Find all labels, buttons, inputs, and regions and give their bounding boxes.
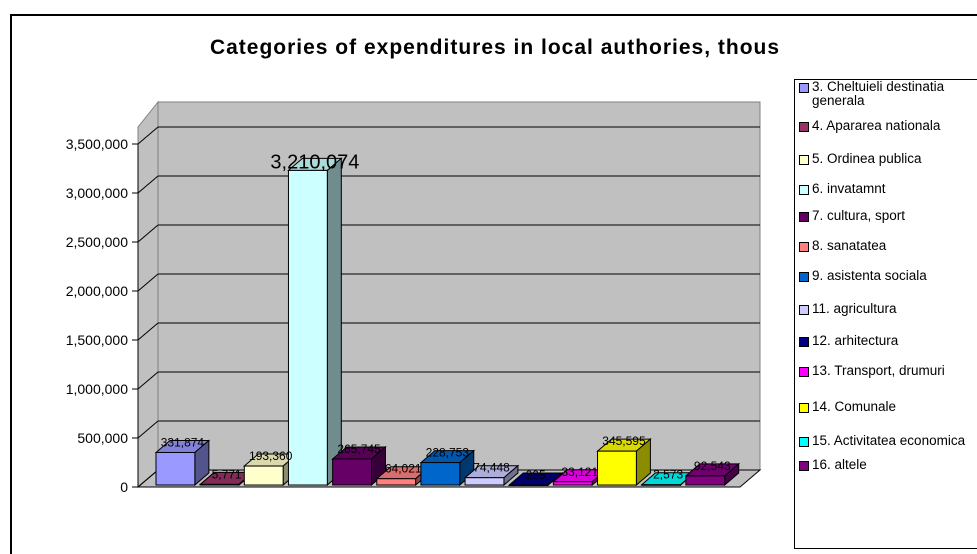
data-label: 228,753 [426, 446, 470, 460]
y-tick-label: 2,000,000 [66, 283, 128, 299]
legend-swatch [799, 122, 809, 132]
legend-swatch [799, 403, 809, 413]
gridline-side [137, 224, 159, 243]
legend-label: 3. Cheltuieli destinatia generala [812, 79, 945, 108]
legend-swatch [799, 461, 809, 471]
data-label: 2,573 [653, 468, 683, 482]
legend-entry: 14. Comunale [799, 400, 977, 414]
legend-swatch [799, 242, 809, 252]
legend-label: 15. Activitatea economica [812, 433, 966, 448]
legend-swatch [799, 185, 809, 195]
legend-label: 11. agricultura [812, 301, 897, 316]
legend-entry: 11. agricultura [799, 302, 977, 316]
legend-swatch [799, 437, 809, 447]
data-label: 92,543 [694, 459, 731, 473]
y-tick-label: 0 [120, 479, 128, 495]
legend-swatch [799, 155, 809, 165]
legend-label: 8. sanatatea [812, 238, 887, 253]
data-label: 33,121 [561, 465, 598, 479]
bar-front [597, 450, 637, 486]
legend-entry: 6. invatamnt [799, 182, 977, 196]
legend-swatch [799, 337, 809, 347]
legend-label: 4. Apararea nationala [812, 118, 941, 133]
back-wall [157, 101, 761, 471]
bar [331, 445, 387, 487]
bar-front [199, 483, 240, 486]
legend: 3. Cheltuieli destinatia generala 4. Apar… [794, 79, 977, 549]
plot-area: 0 500,000 1,000,000 1,500,000 2,000,000 2,500… [66, 100, 762, 495]
data-label: 295 [526, 468, 546, 482]
bar [463, 464, 520, 487]
legend-entry: 9. asistenta sociala [799, 269, 977, 283]
bar [419, 449, 476, 487]
gridline-side [137, 322, 159, 341]
bar-front [243, 465, 284, 486]
bar [684, 462, 741, 487]
y-tick-label: 2,500,000 [66, 234, 128, 250]
legend-label: 16. altele [812, 457, 867, 472]
data-label: 265,745 [337, 442, 381, 456]
bar [154, 439, 211, 487]
data-label: 74,448 [473, 461, 510, 475]
legend-swatch [799, 83, 809, 93]
gridline-side [137, 420, 159, 439]
gridline-side [137, 273, 159, 292]
legend-swatch [799, 367, 809, 377]
chart-frame [10, 14, 977, 554]
gridline-side [137, 175, 159, 194]
legend-swatch [799, 305, 809, 315]
y-tick-label: 1,000,000 [66, 381, 128, 397]
y-tick-label: 3,500,000 [66, 136, 128, 152]
legend-entry: 8. sanatatea [799, 239, 977, 253]
legend-entry: 5. Ordinea publica [799, 152, 977, 166]
y-tick-label: 500,000 [77, 430, 128, 446]
bar-front [287, 169, 328, 486]
bar-front [376, 478, 417, 486]
legend-swatch [799, 212, 809, 222]
legend-label: 6. invatamnt [812, 181, 886, 196]
data-label: 331,874 [161, 435, 205, 449]
legend-entry: 16. altele [799, 458, 977, 472]
bar [640, 471, 696, 487]
legend-label: 7. cultura, sport [812, 208, 906, 223]
bar-front [464, 477, 505, 486]
bar [287, 157, 343, 487]
bar-front [552, 481, 593, 486]
chart-title: Categories of expenditures in local auth… [210, 36, 780, 59]
bar-front [685, 475, 726, 486]
bar-side [326, 157, 342, 487]
legend-label: 14. Comunale [812, 399, 897, 414]
bar-front [420, 462, 461, 486]
data-label: 5,771 [212, 467, 242, 481]
legend-entry: 3. Cheltuieli destinatia generala [799, 80, 977, 108]
gridline-side [137, 126, 159, 145]
legend-entry: 12. arhitectura [799, 334, 977, 348]
legend-label: 5. Ordinea publica [812, 151, 922, 166]
bar [596, 438, 652, 487]
gridline-side [137, 371, 159, 390]
legend-entry: 4. Apararea nationala [799, 119, 977, 133]
bar [507, 471, 564, 487]
legend-entry: 13. Transport, drumuri [799, 364, 977, 378]
gridline-side [137, 469, 159, 488]
legend-entry: 15. Activitatea economica [799, 434, 977, 448]
legend-label: 13. Transport, drumuri [812, 363, 945, 378]
legend-label: 12. arhitectura [812, 333, 899, 348]
data-label: 64,021 [385, 462, 422, 476]
legend-entry: 7. cultura, sport [799, 209, 977, 223]
bar-front [155, 451, 196, 486]
legend-swatch [799, 272, 809, 282]
bar-front [332, 458, 372, 486]
data-label: 193,360 [249, 449, 293, 463]
legend-label: 9. asistenta sociala [812, 268, 927, 283]
bar-front [508, 484, 549, 486]
bar-front [641, 484, 682, 486]
data-label: 3,210,074 [270, 151, 359, 173]
y-tick-label: 3,000,000 [66, 185, 128, 201]
y-tick-label: 1,500,000 [66, 332, 128, 348]
data-label: 345,595 [602, 434, 646, 448]
